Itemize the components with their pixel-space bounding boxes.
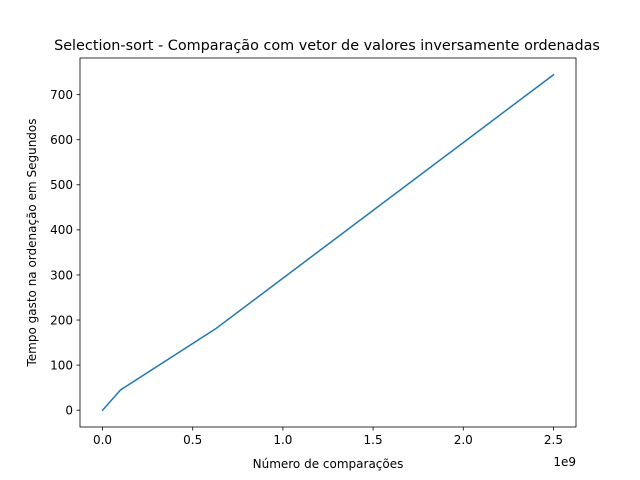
y-ticks: 0 100 200 300 400 500 600 700	[50, 88, 80, 417]
x-tick-label: 0.5	[183, 433, 202, 447]
y-tick-label: 600	[50, 133, 73, 147]
y-tick-label: 500	[50, 178, 73, 192]
y-tick-label: 100	[50, 358, 73, 372]
x-offset-label: 1e9	[553, 455, 576, 469]
chart-title: Selection-sort - Comparação com vetor de…	[54, 38, 600, 54]
y-tick-label: 300	[50, 268, 73, 282]
y-tick-label: 700	[50, 88, 73, 102]
x-tick-label: 2.0	[454, 433, 473, 447]
x-tick-label: 0.0	[93, 433, 112, 447]
x-tick-label: 1.0	[273, 433, 292, 447]
x-ticks: 0.0 0.5 1.0 1.5 2.0 2.5	[93, 427, 563, 447]
y-tick-label: 0	[65, 403, 73, 417]
y-tick-label: 200	[50, 313, 73, 327]
series-line-0	[101, 73, 555, 412]
series-layer	[101, 73, 555, 412]
x-tick-label: 1.5	[364, 433, 383, 447]
x-axis-label: Número de comparações	[253, 457, 404, 471]
y-tick-label: 400	[50, 223, 73, 237]
y-axis-label: Tempo gasto na ordenação em Segundos	[25, 118, 39, 367]
x-tick-label: 2.5	[544, 433, 563, 447]
plot-frame	[79, 57, 577, 428]
